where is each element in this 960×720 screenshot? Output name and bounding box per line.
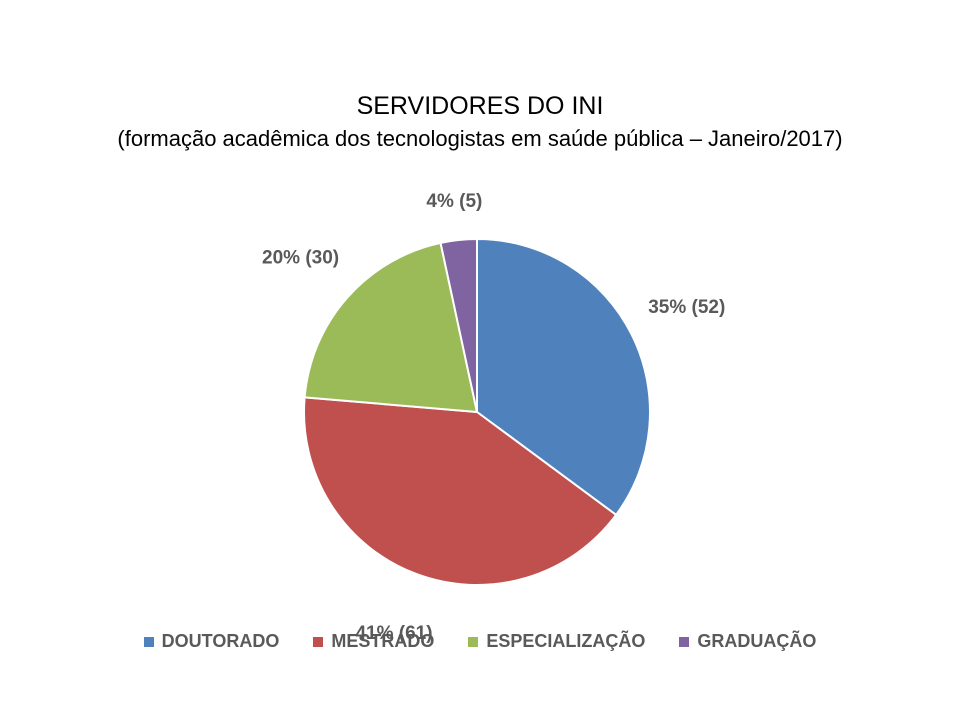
legend-swatch-doutorado [143, 636, 154, 647]
data-label-especializacao: 20% (30) [262, 248, 339, 269]
data-label-mestrado: 41% (61) [355, 623, 432, 644]
legend-item-especializacao: ESPECIALIZAÇÃO [468, 631, 645, 652]
data-label-graduacao: 4% (5) [426, 191, 482, 212]
legend-label-especializacao: ESPECIALIZAÇÃO [486, 631, 646, 651]
legend-item-graduacao: GRADUAÇÃO [679, 631, 816, 652]
pie-slice-doutorado [476, 237, 651, 517]
legend-swatch-graduacao [679, 636, 690, 647]
legend-item-doutorado: DOUTORADO [143, 631, 280, 652]
pie-slice-graduacao [439, 237, 478, 413]
legend-label-graduacao: GRADUAÇÃO [697, 631, 817, 651]
chart-subtitle: (formação acadêmica dos tecnologistas em… [117, 126, 843, 151]
legend-label-mestrado: MESTRADO [331, 631, 435, 651]
legend: DOUTORADO MESTRADO ESPECIALIZAÇÃO GRADUA… [0, 631, 960, 652]
pie-slice-mestrado [303, 396, 618, 586]
legend-item-mestrado: MESTRADO [313, 631, 434, 652]
pie-slice-especializacao [303, 241, 479, 414]
legend-label-doutorado: DOUTORADO [161, 631, 280, 651]
legend-swatch-especializacao [468, 636, 479, 647]
legend-swatch-mestrado [313, 636, 324, 647]
data-label-doutorado: 35% (52) [648, 297, 725, 318]
chart-title: SERVIDORES DO INI [356, 92, 604, 120]
